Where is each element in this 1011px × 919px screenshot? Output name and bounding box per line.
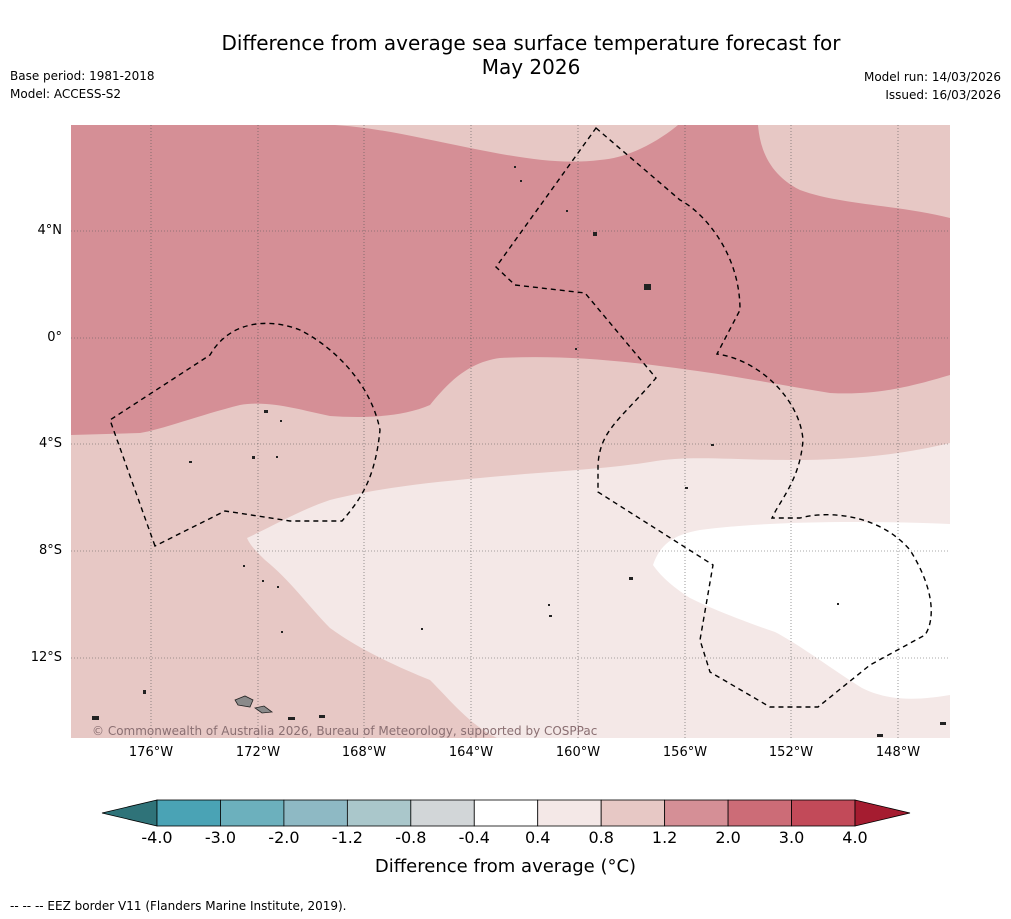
colorbar-tick-label: -0.4	[458, 828, 490, 847]
lon-label-148w: 148°W	[875, 745, 921, 760]
map-title: Difference from average sea surface temp…	[150, 31, 912, 79]
lon-label-160w: 160°W	[555, 745, 601, 760]
colorbar-tick-label: 3.0	[778, 828, 805, 847]
colorbar-segment	[410, 799, 475, 827]
lon-label-176w: 176°W	[128, 745, 174, 760]
colorbar	[101, 799, 911, 827]
eez-borders	[109, 126, 932, 708]
colorbar-tick-label: 0.8	[588, 828, 614, 847]
colorbar-extend-high	[854, 799, 911, 827]
meta-left: Base period: 1981-2018 Model: ACCESS-S2	[10, 67, 155, 103]
colorbar-segment	[473, 799, 539, 827]
colorbar-segment	[791, 799, 856, 827]
lon-label-172w: 172°W	[235, 745, 281, 760]
colorbar-segment	[156, 799, 221, 827]
colorbar-segment	[537, 799, 602, 827]
lon-label-152w: 152°W	[768, 745, 814, 760]
colorbar-tick-label: -1.2	[331, 828, 363, 847]
islands	[92, 166, 946, 737]
lon-label-156w: 156°W	[662, 745, 708, 760]
lat-label-4s: 4°S	[38, 436, 62, 451]
colorbar-tick-label: -3.0	[204, 828, 237, 847]
lon-label-168w: 168°W	[341, 745, 387, 760]
base-period: Base period: 1981-2018	[10, 69, 155, 83]
colorbar-segment	[346, 799, 412, 827]
meta-right: Model run: 14/03/2026 Issued: 16/03/2026	[864, 68, 1001, 104]
colorbar-tick-label: -2.0	[268, 828, 300, 847]
samoa-islands	[234, 695, 274, 714]
model-name: Model: ACCESS-S2	[10, 87, 122, 101]
colorbar-segment	[283, 799, 348, 827]
map-plot-area	[71, 125, 950, 738]
graticule	[71, 125, 950, 738]
lon-label-164w: 164°W	[448, 745, 494, 760]
copyright-notice: © Commonwealth of Australia 2026, Bureau…	[92, 724, 598, 738]
colorbar-tick-label: 0.4	[524, 828, 551, 847]
colorbar-tick-label: 2.0	[715, 828, 741, 847]
colorbar-extend-low	[101, 799, 158, 827]
lat-label-12s: 12°S	[30, 650, 62, 665]
colorbar-segment	[220, 799, 285, 827]
colorbar-segment	[727, 799, 792, 827]
lat-label-0: 0°	[47, 330, 62, 345]
lat-label-8s: 8°S	[38, 543, 62, 558]
colorbar-segment	[600, 799, 666, 827]
colorbar-tick-label: -4.0	[141, 828, 173, 847]
colorbar-segment	[664, 799, 729, 827]
colorbar-tick-label: 1.2	[651, 828, 678, 847]
colorbar-label: Difference from average (°C)	[374, 856, 637, 877]
eez-kiribati-phoenix	[109, 322, 381, 547]
eez-kiribati-line	[495, 126, 932, 708]
lat-label-4n: 4°N	[37, 223, 63, 238]
issued-date: Issued: 16/03/2026	[885, 88, 1001, 102]
colorbar-tick-label: -0.8	[395, 828, 427, 847]
colorbar-tick-label: 4.0	[842, 828, 868, 847]
eez-footnote: -- -- -- EEZ border V11 (Flanders Marine…	[10, 899, 347, 913]
title-line-2: May 2026	[481, 55, 581, 79]
anomaly-band-m0p4-0p4	[653, 522, 950, 699]
title-line-1: Difference from average sea surface temp…	[221, 31, 841, 55]
anomaly-band-0p4-0p8	[247, 443, 950, 738]
model-run: Model run: 14/03/2026	[863, 70, 1001, 84]
